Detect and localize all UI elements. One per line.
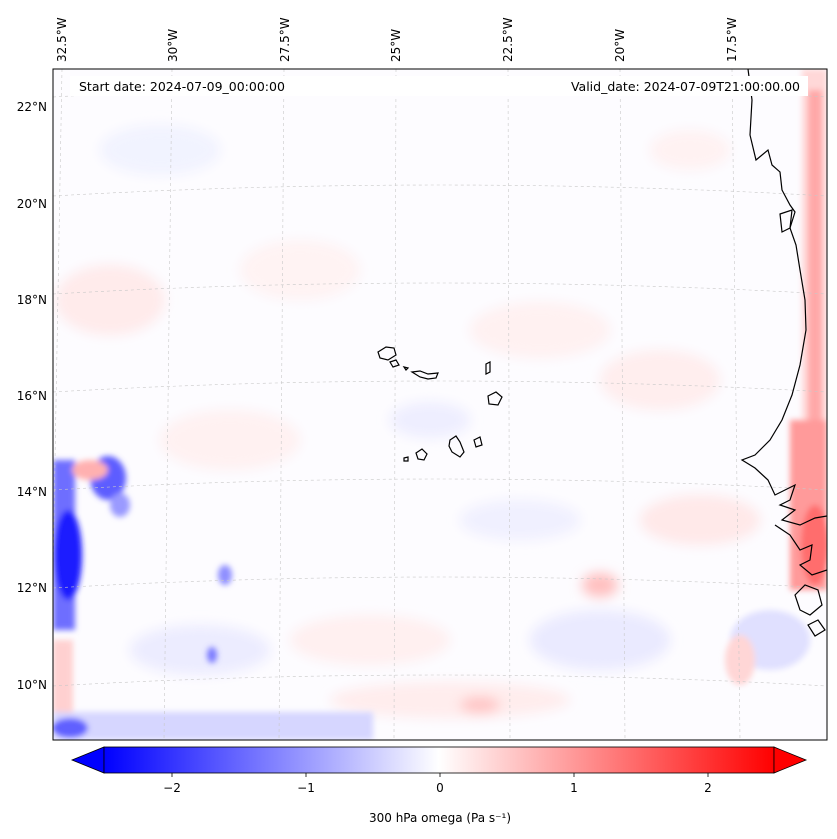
date-info-box bbox=[70, 76, 808, 96]
africa-coastline bbox=[740, 69, 827, 526]
colorbar-label: 300 hPa omega (Pa s⁻¹) bbox=[369, 811, 511, 825]
island-brava bbox=[403, 456, 409, 462]
lat-label-12n: 12°N bbox=[17, 581, 47, 595]
island-boa-vista bbox=[487, 391, 503, 406]
omega-smooth-patches bbox=[55, 125, 760, 718]
lat-label-20n: 20°N bbox=[17, 197, 47, 211]
coastlines bbox=[740, 69, 827, 637]
colorbar-tick-label: 2 bbox=[704, 781, 712, 795]
colorbar-tick-label: 0 bbox=[436, 781, 444, 795]
valid-date-label: Valid_date: 2024-07-09T21:00:00.00 bbox=[571, 79, 800, 94]
lon-label-25w: 25°W bbox=[389, 29, 403, 62]
latitude-labels: 22°N 20°N 18°N 16°N 14°N 12°N 10°N bbox=[17, 100, 47, 692]
island-fogo bbox=[415, 448, 428, 461]
lon-label-20w: 20°W bbox=[613, 29, 627, 62]
lon-label-30w: 30°W bbox=[166, 29, 180, 62]
omega-field bbox=[53, 69, 827, 740]
lon-label-27.5w: 27.5°W bbox=[278, 17, 292, 62]
colorbar: −2 −1 0 1 2 300 hPa omega (Pa s⁻¹) bbox=[70, 746, 808, 825]
lon-label-22.5w: 22.5°W bbox=[501, 17, 515, 62]
island-sao-nicolau bbox=[410, 370, 439, 380]
colorbar-tick-label: −1 bbox=[297, 781, 315, 795]
island-sao-vicente bbox=[389, 359, 400, 368]
longitude-labels: 32.5°W 30°W 27.5°W 25°W 22.5°W 20°W 17.5… bbox=[55, 17, 739, 62]
lat-label-14n: 14°N bbox=[17, 485, 47, 499]
lat-label-22n: 22°N bbox=[17, 100, 47, 114]
colorbar-tick-label: 1 bbox=[570, 781, 578, 795]
colorbar-tick-label: −2 bbox=[163, 781, 181, 795]
lat-label-18n: 18°N bbox=[17, 293, 47, 307]
start-date-label: Start date: 2024-07-09_00:00:00 bbox=[79, 79, 285, 94]
island-maio bbox=[473, 436, 483, 448]
island-santa-luzia bbox=[402, 366, 410, 371]
map-panel: Start date: 2024-07-09_00:00:00 Valid_da… bbox=[52, 68, 828, 741]
lon-label-17.5w: 17.5°W bbox=[725, 17, 739, 62]
cape-verde-islands bbox=[377, 346, 503, 462]
omega-left-edge bbox=[53, 456, 373, 740]
lat-label-10n: 10°N bbox=[17, 678, 47, 692]
island-santo-antao bbox=[377, 346, 397, 361]
colorbar-tick-marks bbox=[171, 773, 709, 777]
colorbar-extend-min bbox=[70, 746, 105, 774]
lon-label-32.5w: 32.5°W bbox=[55, 17, 69, 62]
colorbar-gradient bbox=[103, 746, 775, 774]
island-sal bbox=[485, 361, 491, 375]
lat-label-16n: 16°N bbox=[17, 389, 47, 403]
island-santiago bbox=[448, 435, 465, 458]
colorbar-extend-max bbox=[773, 746, 808, 774]
map-frame bbox=[52, 68, 828, 741]
